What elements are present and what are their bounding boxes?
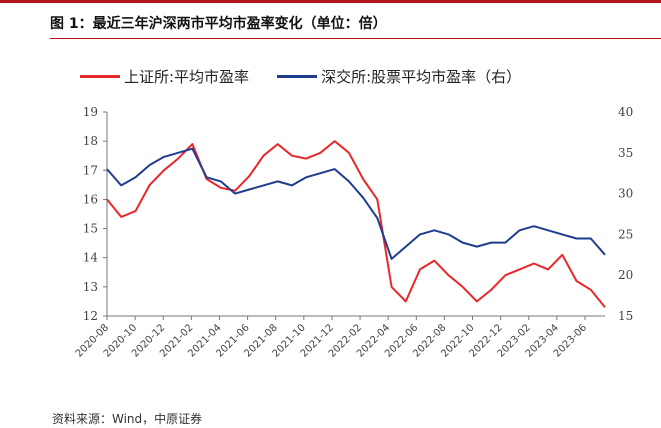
y-left-tick-label: 12	[83, 309, 98, 323]
top-accent-rule	[0, 0, 661, 3]
series-line-shanghai	[106, 140, 606, 308]
y-right-tick-label: 20	[618, 268, 633, 282]
y-right-tick-label: 25	[618, 227, 633, 241]
y-right-tick-label: 40	[618, 105, 633, 119]
y-left-tick-label: 19	[83, 105, 98, 119]
y-left-tick-label: 13	[83, 280, 98, 294]
source-note: 资料来源：Wind，中原证券	[52, 412, 203, 426]
legend-item-shenzhen: 深交所:股票平均市盈率（右）	[277, 66, 521, 87]
title-underline	[50, 38, 661, 39]
legend-item-shanghai: 上证所:平均市盈率	[80, 66, 249, 87]
y-right-tick-label: 15	[618, 309, 633, 323]
legend-swatch-red	[80, 75, 120, 78]
y-left-tick-label: 14	[83, 251, 99, 265]
y-right-tick-label: 30	[618, 187, 633, 201]
chart-legend: 上证所:平均市盈率 深交所:股票平均市盈率（右）	[80, 66, 549, 87]
y-right-tick-label: 35	[618, 146, 633, 160]
legend-swatch-blue	[277, 75, 318, 78]
y-left-tick-label: 18	[83, 134, 98, 148]
figure-title: 图 1：最近三年沪深两市平均市盈率变化（单位：倍）	[50, 16, 387, 32]
series-line-shenzhen	[106, 147, 606, 260]
legend-label-shenzhen: 深交所:股票平均市盈率（右）	[321, 68, 522, 86]
y-left-tick-label: 17	[83, 163, 98, 177]
y-left-tick-label: 15	[83, 222, 98, 236]
y-left-tick-label: 16	[83, 192, 98, 206]
legend-label-shanghai: 上证所:平均市盈率	[124, 68, 250, 86]
